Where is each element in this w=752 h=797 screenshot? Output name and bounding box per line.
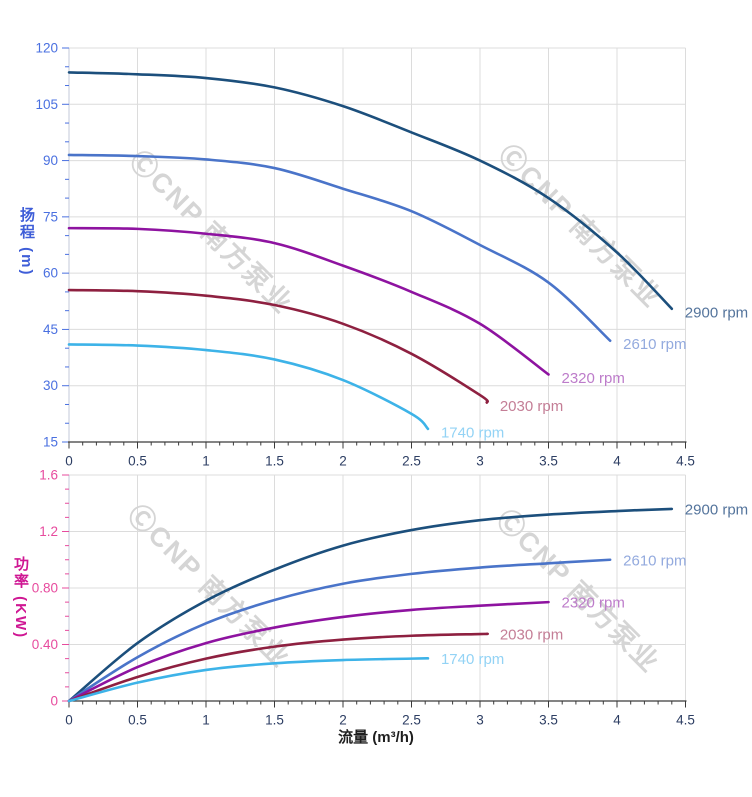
watermark: ⒸCNP 南方泵业 (491, 503, 666, 678)
x-tick-label: 1 (202, 713, 210, 728)
y-tick-label: 60 (43, 266, 58, 281)
rpm-label-2030-rpm: 2030 rpm (500, 398, 563, 415)
head-curve-chart: 15 30 45 60 75 90 105 120 0 0.5 1 1.5 2 2.5 3 3.5 4 4.5 29… (35, 41, 748, 469)
watermark: ⒸCNP 南方泵业 (493, 138, 668, 313)
x-tick-label: 3 (476, 454, 484, 469)
curve-2610-rpm (67, 558, 612, 703)
rpm-label-1740-rpm: 1740 rpm (441, 424, 504, 441)
power-curve-chart-y-ticks (62, 474, 69, 702)
curve-2030-rpm (67, 288, 490, 404)
x-tick-label: 2 (339, 454, 347, 469)
curve-2320-rpm (67, 226, 550, 376)
x-tick-label: 1.5 (265, 713, 284, 728)
x-tick-label: 4.5 (676, 713, 695, 728)
y-tick-label: 45 (43, 322, 58, 337)
rpm-label-2320-rpm: 2320 rpm (562, 370, 625, 387)
head-curve-chart-x-tick-labels: 0 0.5 1 1.5 2 2.5 3 3.5 4 4.5 (65, 454, 695, 469)
rpm-label-2320-rpm: 2320 rpm (562, 595, 625, 612)
x-tick-label: 1 (202, 454, 210, 469)
x-tick-label: 2.5 (402, 713, 421, 728)
rpm-label-2900-rpm: 2900 rpm (685, 304, 748, 321)
curve-1740-rpm (67, 343, 430, 431)
y-tick-label: 0 (50, 694, 58, 709)
curve-2030-rpm (67, 632, 490, 703)
x-tick-label: 0.5 (128, 713, 147, 728)
curve-1740-rpm (67, 657, 430, 703)
x-tick-label: 3.5 (539, 713, 558, 728)
x-tick-label: 2 (339, 713, 347, 728)
rpm-label-1740-rpm: 1740 rpm (441, 651, 504, 668)
power-curve-chart-x-ticks (68, 701, 686, 708)
curve-2610-rpm (67, 153, 612, 342)
y-tick-label: 120 (35, 41, 58, 56)
x-tick-label: 4.5 (676, 454, 695, 469)
curve-2900-rpm (67, 71, 674, 311)
y-tick-label: 105 (35, 97, 58, 112)
power-y-axis-title: 功率 (KW) (12, 556, 29, 640)
x-tick-label: 0.5 (128, 454, 147, 469)
x-tick-label: 3.5 (539, 454, 558, 469)
rpm-label-2610-rpm: 2610 rpm (623, 552, 686, 569)
head-curve-chart-gridlines (68, 47, 686, 442)
y-tick-label: 0.80 (32, 581, 58, 596)
x-tick-label: 0 (65, 454, 73, 469)
y-tick-label: 15 (43, 435, 58, 450)
curve-2900-rpm (67, 507, 674, 703)
rpm-label-2610-rpm: 2610 rpm (623, 336, 686, 353)
y-tick-label: 1.2 (39, 524, 58, 539)
power-curve-chart-x-tick-labels: 0 0.5 1 1.5 2 2.5 3 3.5 4 4.5 (65, 713, 695, 728)
head-curve-chart-y-tick-labels: 15 30 45 60 75 90 105 120 (35, 41, 58, 450)
power-curve-chart-y-tick-labels: 0 0.40 0.80 1.2 1.6 (32, 468, 58, 709)
y-tick-label: 0.40 (32, 637, 58, 652)
head-curve-chart-x-ticks (68, 442, 686, 449)
rpm-label-2900-rpm: 2900 rpm (685, 501, 748, 518)
x-tick-label: 3 (476, 713, 484, 728)
x-tick-label: 4 (613, 454, 621, 469)
head-y-axis-title: 扬程 (m) (18, 207, 35, 277)
y-tick-label: 90 (43, 153, 58, 168)
y-tick-label: 75 (43, 209, 58, 224)
x-tick-label: 1.5 (265, 454, 284, 469)
watermark: ⒸCNP 南方泵业 (124, 144, 299, 319)
flow-x-axis-title: 流量 (m³/h) (338, 729, 414, 746)
head-curve-chart-y-ticks (62, 47, 69, 443)
y-tick-label: 30 (43, 378, 58, 393)
power-curve-chart: 0 0.40 0.80 1.2 1.6 0 0.5 1 1.5 2 2.5 3 3.5 4 4.5 2900 … (32, 468, 748, 728)
x-tick-label: 4 (613, 713, 621, 728)
y-tick-label: 1.6 (39, 468, 58, 483)
curve-2320-rpm (67, 600, 550, 703)
x-tick-label: 0 (65, 713, 73, 728)
rpm-label-2030-rpm: 2030 rpm (500, 626, 563, 643)
x-tick-label: 2.5 (402, 454, 421, 469)
